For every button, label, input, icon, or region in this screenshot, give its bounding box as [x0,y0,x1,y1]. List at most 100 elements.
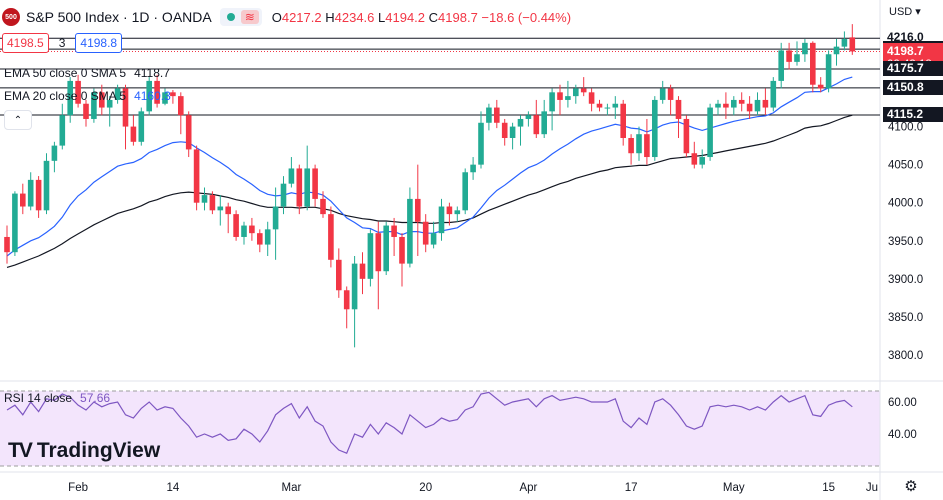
price-tick-label: 3950.0 [888,236,923,248]
open-label: O [271,9,282,25]
candle-body [794,54,800,62]
candle-body [636,134,642,154]
rsi-value: 57.66 [80,391,111,405]
close-value: 4198.7 [438,9,478,25]
market-status[interactable]: ≋ [219,8,262,26]
candle-body [462,172,468,211]
candle-body [825,54,832,89]
candle-body [762,99,769,108]
candle-body [628,138,634,154]
candle-body [12,193,18,253]
price-label-4175-7: 4175.7 [883,60,943,76]
candle-body [715,103,721,108]
candle-body [383,225,389,272]
candle-body [91,92,97,119]
candle-body [754,99,761,112]
change-value: −18.6 (−0.44%) [481,9,572,25]
candle-body [841,39,848,47]
currency-selector[interactable]: USD ▾ [889,6,921,18]
candle-body [517,118,524,127]
candle-body [288,168,295,184]
candle-body [351,263,358,310]
candle-body [833,46,840,55]
candle-body [264,229,271,245]
candle-body [525,115,532,119]
candle-body [359,263,366,279]
indicator-ema20[interactable]: EMA 20 close 0 SMA 5 4160.3 [4,89,171,103]
time-tick-label: Ju [866,482,878,494]
candle-body [731,99,737,108]
candle-body [399,236,405,264]
candle-body [312,168,318,199]
candle-body [422,221,429,245]
candle-body [810,42,816,85]
buy-button[interactable]: 4198.8 [75,33,123,53]
candle-body [501,122,508,138]
candle-body [407,198,413,264]
market-open-icon [223,10,239,24]
candle-body [122,88,129,127]
high-label: H [325,9,335,25]
candle-body [588,92,595,104]
collapse-indicators-button[interactable]: ⌃ [4,110,32,130]
tradingview-mark-icon: TV [8,439,33,462]
sell-button[interactable]: 4198.5 [2,33,49,53]
candle-body [367,233,374,279]
settings-icon[interactable]: ⚙ [904,478,918,495]
candle-body [596,103,603,108]
candle-body [557,92,563,100]
low-value: 4194.2 [385,9,426,25]
candle-body [723,103,729,108]
indicator-ema20-name: EMA 20 close 0 SMA 5 [4,89,127,103]
candle-body [343,290,350,310]
candle-body [533,115,540,135]
candle-body [241,225,247,237]
indicator-ema50[interactable]: EMA 50 close 0 SMA 5 4118.7 [4,66,170,80]
candle-body [675,99,682,119]
candle-body [51,145,58,161]
rsi-legend[interactable]: RSI 14 close 57.66 [4,391,110,405]
candle-body [225,206,231,215]
candle-body [296,168,303,207]
time-tick-label: 20 [419,482,432,494]
candle-body [59,115,66,146]
price-tick-label: 3900.0 [888,274,923,286]
indicator-ema50-name: EMA 50 close 0 SMA 5 [4,66,127,80]
candle-body [415,198,421,222]
symbol-logo-icon: 500 [2,8,20,26]
candle-body [106,99,113,108]
candle-body [35,179,42,211]
candle-body [691,153,698,165]
rsi-line [6,391,853,454]
candle-body [699,157,705,165]
close-label: C [428,9,439,25]
time-tick-label: Feb [68,482,88,494]
price-tick-label: 4000.0 [888,198,923,210]
candle-body [707,107,713,158]
candle-body [604,107,611,109]
candle-body [75,80,81,104]
candle-body [154,80,160,104]
rsi-tick-label: 40.00 [888,429,917,441]
rsi-name: RSI 14 close [4,391,73,405]
symbol-title[interactable]: S&P 500 Index · 1D · OANDA [26,9,212,25]
candle-body [328,214,334,260]
time-tick-label: May [723,482,745,494]
price-tick-label: 4100.0 [888,122,923,134]
candle-body [549,92,555,112]
candle-body [738,99,745,104]
candle-body [683,118,690,154]
candle-body [478,122,484,165]
high-value: 4234.6 [334,9,375,25]
indicator-ema20-value: 4160.3 [134,89,171,103]
candle-body [209,195,216,211]
tradingview-logo[interactable]: TV TradingView [8,439,160,463]
candle-body [43,160,50,211]
candle-body [336,259,342,291]
time-tick-label: 14 [167,482,180,494]
time-tick-label: Apr [519,482,537,494]
candle-body [573,88,579,97]
candle-body [391,225,397,237]
